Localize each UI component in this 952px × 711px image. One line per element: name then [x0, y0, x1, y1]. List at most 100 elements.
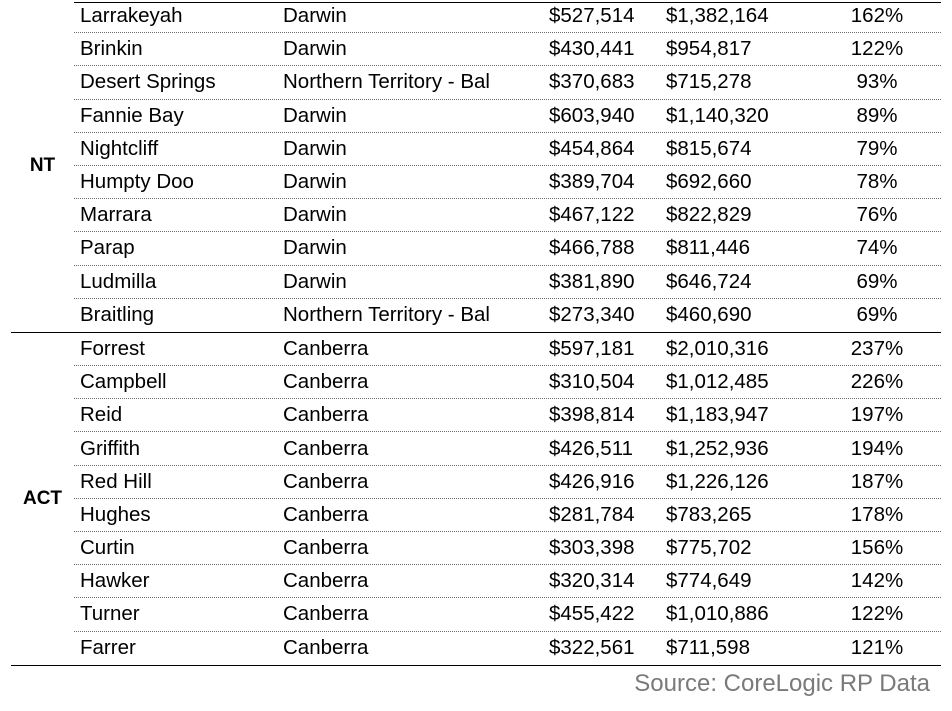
suburb-cell: Forrest	[80, 336, 145, 360]
value-1-cell: $370,683	[549, 70, 635, 94]
percent-cell: 156%	[850, 536, 904, 560]
value-2-cell: $1,183,947	[666, 403, 769, 427]
suburb-cell: Reid	[80, 403, 123, 427]
value-1-cell: $273,340	[549, 303, 635, 327]
region-cell: Northern Territory - Bal	[283, 303, 490, 327]
value-2-cell: $954,817	[666, 37, 752, 61]
table-row: Parap Darwin $466,788 $811,446 74%	[74, 232, 941, 266]
value-1-cell: $426,916	[549, 469, 635, 493]
suburb-cell: Ludmilla	[80, 269, 157, 293]
value-1-cell: $527,514	[549, 4, 635, 28]
value-2-cell: $715,278	[666, 70, 752, 94]
percent-cell: 194%	[850, 436, 904, 460]
percent-cell: 122%	[850, 37, 904, 61]
source-note: Source: CoreLogic RP Data	[634, 670, 930, 697]
region-cell: Northern Territory - Bal	[283, 70, 490, 94]
value-1-cell: $310,504	[549, 370, 635, 394]
table-row: Humpty Doo Darwin $389,704 $692,660 78%	[74, 166, 941, 200]
suburb-cell: Fannie Bay	[80, 103, 184, 127]
value-1-cell: $303,398	[549, 536, 635, 560]
table-row: Forrest Canberra $597,181 $2,010,316 237…	[74, 333, 941, 367]
value-1-cell: $320,314	[549, 569, 635, 593]
table-row: Marrara Darwin $467,122 $822,829 76%	[74, 199, 941, 233]
value-1-cell: $426,511	[549, 436, 633, 460]
value-1-cell: $389,704	[549, 170, 635, 194]
value-1-cell: $381,890	[549, 269, 635, 293]
value-2-cell: $774,649	[666, 569, 752, 593]
table-row: Campbell Canberra $310,504 $1,012,485 22…	[74, 366, 941, 400]
table-row: Nightcliff Darwin $454,864 $815,674 79%	[74, 133, 941, 166]
value-2-cell: $1,252,936	[666, 436, 769, 460]
table-row: Braitling Northern Territory - Bal $273,…	[74, 299, 941, 332]
value-1-cell: $467,122	[549, 203, 635, 227]
suburb-cell: Desert Springs	[80, 70, 216, 94]
table-row: Hughes Canberra $281,784 $783,265 178%	[74, 499, 941, 532]
value-2-cell: $1,010,886	[666, 602, 769, 626]
value-2-cell: $1,382,164	[666, 4, 769, 28]
suburb-cell: Hughes	[80, 502, 151, 526]
table-row: Desert Springs Northern Territory - Bal …	[74, 66, 941, 100]
group-rows-act: Forrest Canberra $597,181 $2,010,316 237…	[74, 333, 941, 665]
suburb-cell: Farrer	[80, 636, 136, 660]
table-row: Fannie Bay Darwin $603,940 $1,140,320 89…	[74, 100, 941, 133]
value-1-cell: $322,561	[549, 636, 635, 660]
percent-cell: 187%	[850, 469, 904, 493]
value-1-cell: $466,788	[549, 236, 635, 260]
percent-cell: 226%	[850, 370, 904, 394]
region-cell: Canberra	[283, 370, 369, 394]
region-cell: Canberra	[283, 536, 369, 560]
value-2-cell: $460,690	[666, 303, 752, 327]
region-cell: Canberra	[283, 403, 369, 427]
region-cell: Darwin	[283, 236, 347, 260]
value-2-cell: $711,598	[666, 636, 750, 660]
percent-cell: 76%	[856, 203, 898, 227]
region-cell: Canberra	[283, 602, 369, 626]
value-1-cell: $281,784	[549, 502, 635, 526]
percent-cell: 69%	[856, 269, 898, 293]
region-cell: Canberra	[283, 336, 369, 360]
group-nt: NT Larrakeyah Darwin $527,514 $1,382,164…	[11, 0, 941, 333]
table-row: Ludmilla Darwin $381,890 $646,724 69%	[74, 266, 941, 299]
table-row: Hawker Canberra $320,314 $774,649 142%	[74, 565, 941, 599]
region-cell: Canberra	[283, 469, 369, 493]
group-rows-nt: Larrakeyah Darwin $527,514 $1,382,164 16…	[74, 0, 941, 332]
suburb-cell: Campbell	[80, 370, 167, 394]
region-cell: Canberra	[283, 636, 369, 660]
value-2-cell: $1,226,126	[666, 469, 769, 493]
table-row: Larrakeyah Darwin $527,514 $1,382,164 16…	[74, 0, 941, 34]
region-cell: Darwin	[283, 37, 347, 61]
region-cell: Darwin	[283, 269, 347, 293]
percent-cell: 74%	[856, 236, 898, 260]
table-row: Griffith Canberra $426,511 $1,252,936 19…	[74, 432, 941, 466]
value-2-cell: $822,829	[666, 203, 752, 227]
suburb-cell: Curtin	[80, 536, 135, 560]
percent-cell: 121%	[850, 636, 904, 660]
suburb-cell: Braitling	[80, 303, 155, 327]
suburb-cell: Hawker	[80, 569, 150, 593]
suburb-cell: Parap	[80, 236, 135, 260]
suburb-cell: Griffith	[80, 436, 140, 460]
percent-cell: 78%	[856, 170, 898, 194]
percent-cell: 69%	[856, 303, 898, 327]
table-row: Farrer Canberra $322,561 $711,598 121%	[74, 632, 941, 665]
percent-cell: 122%	[850, 602, 904, 626]
suburb-cell: Red Hill	[80, 469, 152, 493]
suburb-cell: Marrara	[80, 203, 152, 227]
table-row: Turner Canberra $455,422 $1,010,886 122%	[74, 598, 941, 632]
group-label-nt: NT	[29, 154, 56, 176]
value-1-cell: $455,422	[549, 602, 635, 626]
suburb-cell: Larrakeyah	[80, 4, 183, 28]
value-2-cell: $2,010,316	[666, 336, 769, 360]
value-1-cell: $597,181	[549, 336, 635, 360]
value-1-cell: $398,814	[549, 403, 635, 427]
percent-cell: 197%	[850, 403, 904, 427]
percent-cell: 89%	[856, 103, 898, 127]
value-1-cell: $454,864	[549, 136, 635, 160]
value-2-cell: $1,012,485	[666, 370, 769, 394]
value-2-cell: $646,724	[666, 269, 752, 293]
value-2-cell: $811,446	[666, 236, 750, 260]
group-label-act: ACT	[22, 487, 63, 509]
table-row: Reid Canberra $398,814 $1,183,947 197%	[74, 399, 941, 433]
region-cell: Darwin	[283, 103, 347, 127]
percent-cell: 162%	[850, 4, 904, 28]
